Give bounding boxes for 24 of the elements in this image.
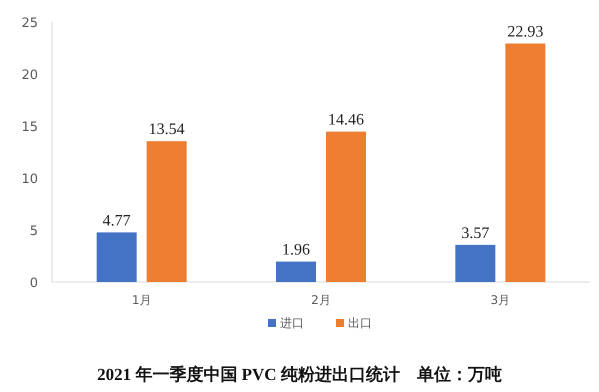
x-tick-label: 3月 — [490, 293, 510, 307]
y-tick-label: 10 — [21, 172, 38, 187]
bar — [276, 262, 316, 282]
legend-label: 进口 — [280, 316, 304, 330]
x-tick-label: 1月 — [132, 293, 152, 307]
bar — [455, 244, 496, 282]
bar — [326, 132, 366, 282]
bar — [146, 141, 187, 282]
data-label: 14.46 — [328, 112, 364, 129]
data-label: 1.96 — [282, 242, 310, 259]
data-label: 3.57 — [461, 224, 490, 242]
y-tick-label: 0 — [30, 276, 38, 291]
data-label: 13.54 — [148, 121, 185, 138]
y-tick-label: 15 — [21, 120, 38, 135]
data-label: 4.77 — [102, 212, 131, 230]
bar — [96, 232, 137, 282]
data-label: 22.93 — [507, 24, 544, 41]
y-tick-label: 25 — [21, 16, 38, 31]
bar — [505, 44, 546, 282]
legend-label: 出口 — [348, 316, 372, 330]
y-tick-label: 20 — [21, 68, 38, 83]
x-tick-label: 2月 — [311, 293, 331, 307]
y-tick-label: 5 — [30, 224, 38, 239]
text: 2021 年一季度中国 PVC 纯粉进出口统计 单位：万吨 — [97, 365, 502, 384]
